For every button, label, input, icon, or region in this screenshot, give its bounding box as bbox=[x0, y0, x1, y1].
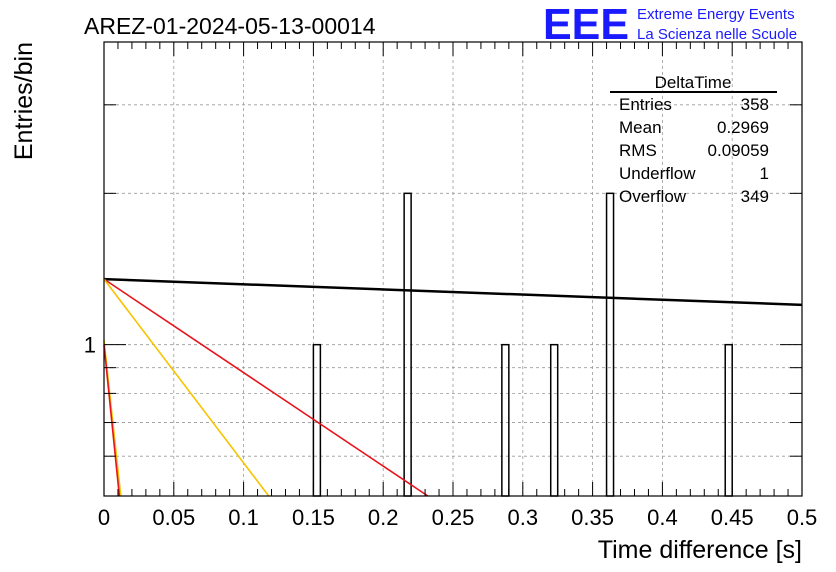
grid bbox=[104, 42, 802, 496]
x-tick-label: 0.45 bbox=[711, 505, 754, 530]
x-tick-label: 0.25 bbox=[432, 505, 475, 530]
axis-ticks: 0 0.05 0.1 0.15 0.2 0.25 0.3 0.35 0.4 0.45 0.5 1 bbox=[84, 42, 818, 530]
y-axis-label: Entries/bin bbox=[10, 42, 38, 160]
fit-line bbox=[103, 344, 121, 497]
logo-line-1: Extreme Energy Events bbox=[637, 6, 795, 23]
stats-value: 349 bbox=[741, 187, 769, 206]
logo-line-2: La Scienza nelle Scuole bbox=[637, 26, 797, 43]
stats-label: Overflow bbox=[619, 187, 687, 206]
stats-label: Entries bbox=[619, 95, 672, 114]
stats-value: 0.09059 bbox=[708, 141, 769, 160]
x-tick-label: 0.3 bbox=[508, 505, 539, 530]
stats-value: 358 bbox=[741, 95, 769, 114]
fit-line bbox=[103, 278, 429, 497]
stats-label: RMS bbox=[619, 141, 657, 160]
fit-line bbox=[103, 278, 270, 497]
fit-line bbox=[103, 277, 803, 307]
stats-value: 0.2969 bbox=[717, 118, 769, 137]
x-tick-label: 0 bbox=[98, 505, 110, 530]
stats-rows: Entries 358 Mean 0.2969 RMS 0.09059 Underflow 1… bbox=[619, 95, 769, 206]
y-tick-label: 1 bbox=[84, 333, 96, 358]
x-tick-label: 0.1 bbox=[228, 505, 259, 530]
x-tick-label: 0.35 bbox=[571, 505, 614, 530]
fit-lines bbox=[103, 277, 803, 497]
x-axis-label: Time difference [s] bbox=[598, 536, 802, 564]
stats-title: DeltaTime bbox=[655, 73, 732, 92]
run-title: AREZ-01-2024-05-13-00014 bbox=[84, 13, 376, 39]
stats-value: 1 bbox=[760, 164, 769, 183]
x-tick-label: 0.4 bbox=[647, 505, 678, 530]
stats-label: Underflow bbox=[619, 164, 696, 183]
x-tick-label: 0.05 bbox=[152, 505, 195, 530]
eee-logo: EEE bbox=[543, 0, 629, 49]
x-tick-label: 0.2 bbox=[368, 505, 399, 530]
stats-box: DeltaTime Entries 358 Mean 0.2969 RMS 0.09059… bbox=[610, 73, 777, 206]
stats-label: Mean bbox=[619, 118, 662, 137]
x-tick-label: 0.15 bbox=[292, 505, 335, 530]
x-tick-label: 0.5 bbox=[787, 505, 818, 530]
